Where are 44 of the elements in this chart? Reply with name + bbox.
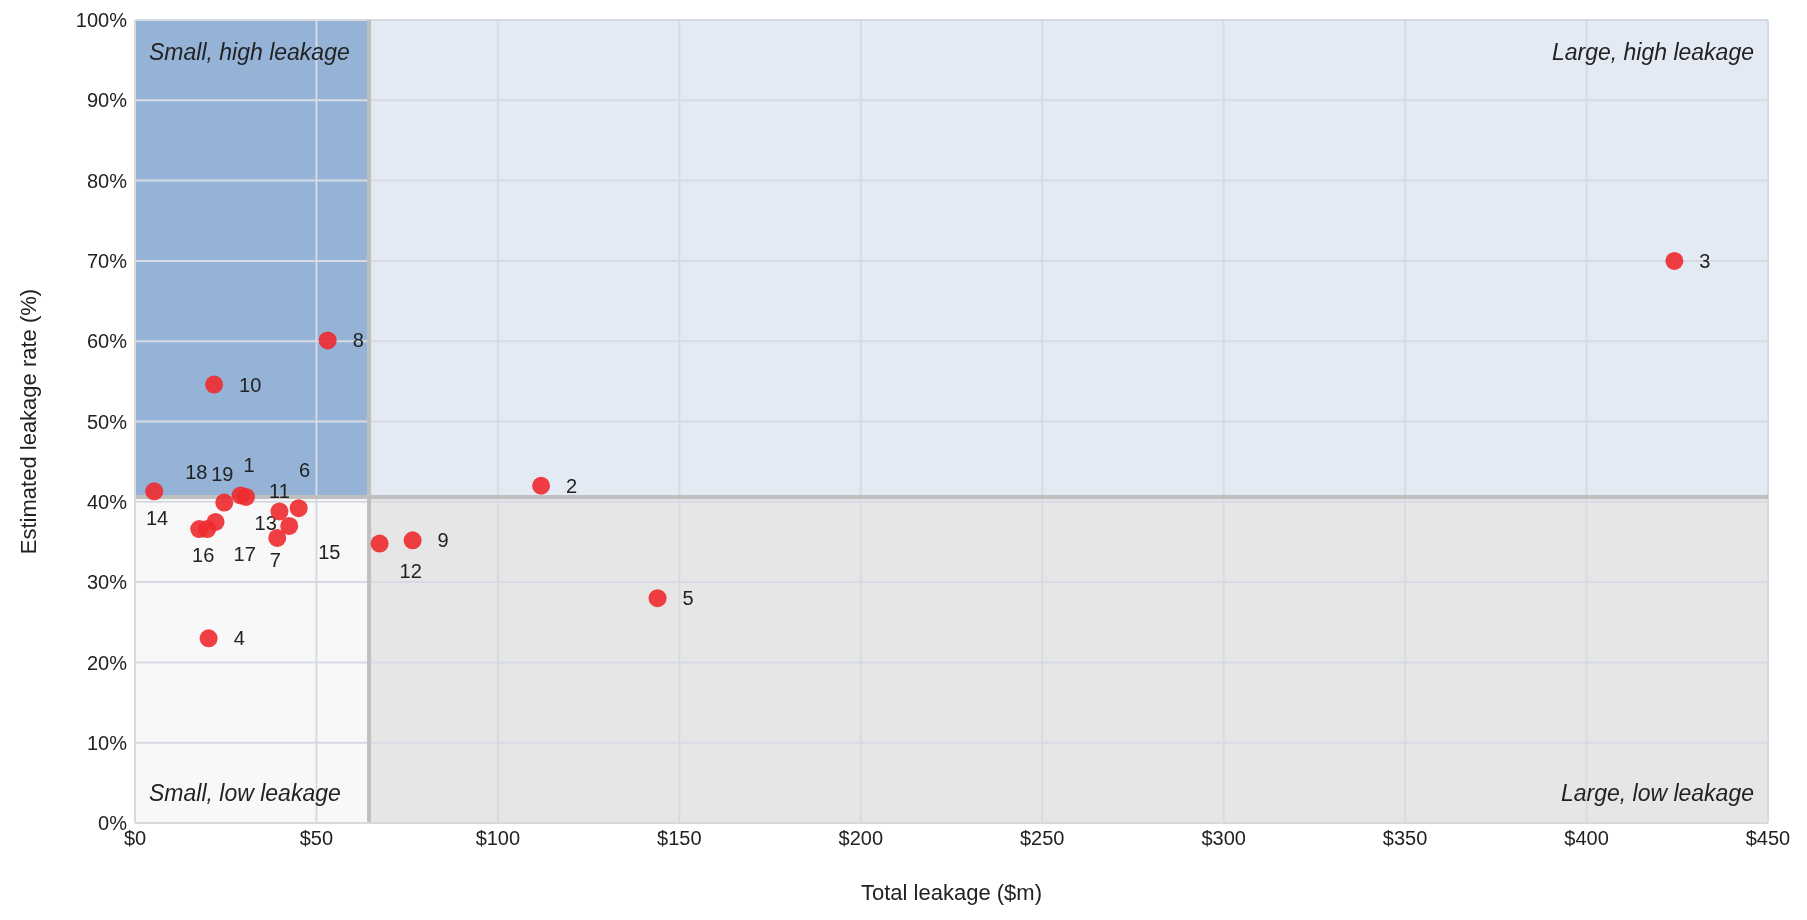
annotation: 14 xyxy=(145,507,169,530)
annotation: 9 xyxy=(437,529,449,552)
y-tick-label: 10% xyxy=(86,731,128,754)
annotation: 16 xyxy=(192,544,215,567)
annotation: 8 xyxy=(352,329,364,352)
x-axis-title: Total leakage ($m) xyxy=(861,880,1042,905)
y-tick-label: 20% xyxy=(86,651,128,674)
annotation: Large, low leakage xyxy=(1560,780,1754,806)
y-axis-title: Estimated leakage rate (%) xyxy=(15,288,41,555)
x-tick-label: $300 xyxy=(1201,827,1246,850)
x-tick-label: $150 xyxy=(657,827,702,850)
annotation: 18 xyxy=(185,461,208,484)
annotation: 3 xyxy=(1699,249,1711,272)
annotation: 17 xyxy=(233,542,256,565)
annotation: 5 xyxy=(682,587,694,610)
annotation: Small, low leakage xyxy=(149,780,341,806)
annotation: 7 xyxy=(269,548,281,571)
x-tick-label: $250 xyxy=(1019,827,1065,850)
x-tick-label: $100 xyxy=(475,827,521,850)
y-tick-label: 70% xyxy=(86,250,128,272)
y-tick-label: 80% xyxy=(86,169,128,192)
annotation: 2 xyxy=(566,474,578,497)
annotation: 1 xyxy=(243,453,255,476)
annotation: 12 xyxy=(399,559,422,582)
x-tick-label: $50 xyxy=(299,827,334,850)
annotation: 19 xyxy=(211,462,234,485)
annotation: 10 xyxy=(239,373,262,396)
y-tick-label: 50% xyxy=(86,410,128,433)
y-tick-label: 60% xyxy=(86,330,128,353)
annotation: 11 xyxy=(269,480,290,503)
annotation: 6 xyxy=(299,459,311,482)
annotation: 13 xyxy=(254,512,277,535)
annotation: Small, high leakage xyxy=(149,39,350,65)
x-tick-label: $450 xyxy=(1745,827,1791,850)
x-tick-label: $200 xyxy=(838,827,884,850)
y-tick-label: 90% xyxy=(86,89,128,112)
y-tick-label: 40% xyxy=(86,490,128,513)
y-tick-label: 100% xyxy=(75,9,128,32)
x-tick-label: $350 xyxy=(1382,827,1428,850)
y-tick-label: 30% xyxy=(86,571,128,594)
annotation: 15 xyxy=(318,540,341,563)
x-tick-label: $400 xyxy=(1564,827,1609,850)
annotation: Large, high leakage xyxy=(1551,39,1754,65)
annotation: 4 xyxy=(233,627,245,650)
